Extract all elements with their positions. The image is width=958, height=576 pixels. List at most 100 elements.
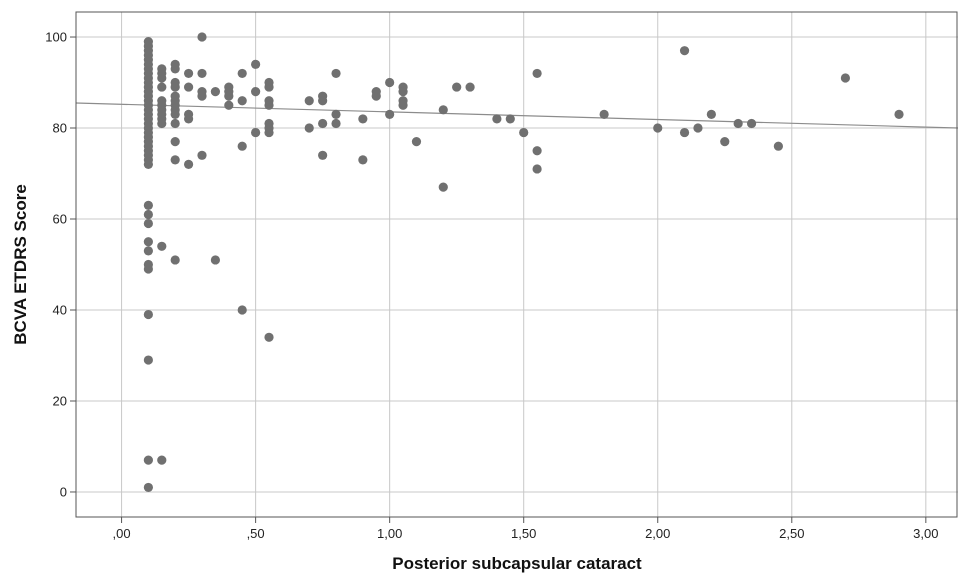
data-point xyxy=(398,87,408,97)
y-tick-label: 20 xyxy=(53,393,67,408)
y-tick-label: 40 xyxy=(53,302,67,317)
data-point xyxy=(251,127,261,138)
data-point xyxy=(157,73,167,83)
x-tick-label: 2,50 xyxy=(779,526,804,541)
data-point xyxy=(183,82,194,92)
y-tick-label: 0 xyxy=(60,484,67,499)
data-point xyxy=(358,155,368,165)
x-tick-label: 1,00 xyxy=(377,526,402,541)
data-point xyxy=(210,87,221,97)
data-point xyxy=(331,68,341,79)
data-point xyxy=(465,82,475,92)
data-point xyxy=(304,123,314,133)
data-point xyxy=(143,209,153,220)
data-point xyxy=(143,355,153,365)
data-point xyxy=(264,82,274,92)
x-axis-ticks: ,00 ,50 1,00 1,50 2,00 2,50 3,00 xyxy=(113,517,938,541)
data-point xyxy=(318,118,328,129)
data-point xyxy=(197,32,207,42)
data-point xyxy=(304,96,314,106)
y-tick-label: 60 xyxy=(53,212,67,227)
data-point xyxy=(532,146,542,156)
data-point xyxy=(746,118,757,129)
data-point xyxy=(143,455,153,465)
y-tick-label: 80 xyxy=(53,121,67,136)
y-axis-ticks: 0 20 40 60 80 100 xyxy=(45,30,76,499)
data-point xyxy=(143,237,153,247)
y-tick-label: 100 xyxy=(45,30,67,45)
data-point xyxy=(318,96,328,106)
data-point xyxy=(398,100,408,110)
data-point xyxy=(385,77,395,88)
data-point xyxy=(733,118,743,129)
data-point xyxy=(532,68,542,79)
data-point xyxy=(358,114,368,124)
data-point xyxy=(170,137,180,147)
data-point xyxy=(143,159,153,170)
x-tick-label: ,50 xyxy=(247,526,265,541)
data-point xyxy=(438,105,448,115)
data-point xyxy=(237,96,247,106)
data-point xyxy=(157,82,167,92)
data-point xyxy=(237,305,247,315)
x-tick-label: ,00 xyxy=(113,526,131,541)
plot-frame xyxy=(75,11,958,518)
x-tick-label: 2,00 xyxy=(645,526,670,541)
data-point xyxy=(706,109,716,119)
data-point xyxy=(840,73,851,83)
grid-lines xyxy=(76,12,958,517)
data-point xyxy=(143,218,153,229)
data-point xyxy=(183,114,194,124)
data-point xyxy=(170,109,180,119)
data-point xyxy=(264,100,274,110)
data-point xyxy=(170,82,180,92)
data-point xyxy=(438,182,448,192)
data-point xyxy=(720,137,730,147)
data-point xyxy=(264,332,274,342)
x-tick-label: 3,00 xyxy=(913,526,938,541)
data-point xyxy=(411,137,422,147)
data-point xyxy=(183,68,194,79)
data-point xyxy=(318,150,328,160)
data-point xyxy=(385,109,395,119)
y-axis-title: BCVA ETDRS Score xyxy=(11,184,30,345)
data-point xyxy=(170,255,180,265)
data-point xyxy=(197,150,207,160)
data-point xyxy=(371,91,381,101)
data-point xyxy=(599,109,609,119)
data-point xyxy=(773,141,783,151)
data-point xyxy=(143,200,153,210)
fit-line-layer xyxy=(75,102,958,129)
data-point xyxy=(679,46,690,56)
data-point xyxy=(264,127,274,138)
data-point xyxy=(693,123,703,133)
data-point xyxy=(170,118,180,129)
fit-line xyxy=(75,102,958,129)
data-point xyxy=(519,127,529,138)
data-point xyxy=(197,68,207,79)
data-point xyxy=(143,309,153,320)
data-point xyxy=(237,141,247,151)
data-point xyxy=(170,155,180,165)
data-point xyxy=(210,255,221,265)
data-point xyxy=(197,91,207,101)
data-point xyxy=(143,264,153,274)
data-point xyxy=(492,114,502,124)
data-point xyxy=(251,87,261,97)
data-point xyxy=(894,109,904,119)
data-point xyxy=(157,241,167,251)
data-point xyxy=(505,114,515,124)
x-axis-title: Posterior subcapsular cataract xyxy=(392,554,642,573)
data-point xyxy=(452,82,462,92)
data-point xyxy=(251,59,261,69)
data-point xyxy=(224,100,234,110)
data-point xyxy=(143,246,153,256)
data-point xyxy=(679,127,690,138)
data-point xyxy=(237,68,247,79)
data-point xyxy=(157,118,167,129)
data-point xyxy=(157,455,167,465)
data-point xyxy=(331,109,341,119)
data-points xyxy=(143,32,904,493)
